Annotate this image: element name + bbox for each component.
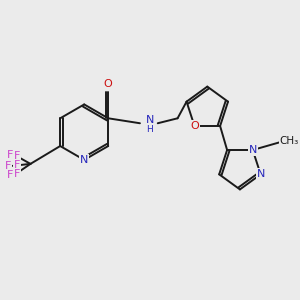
Text: CH₃: CH₃ xyxy=(280,136,299,146)
Text: F: F xyxy=(7,150,13,160)
Text: O: O xyxy=(190,121,199,131)
Text: F: F xyxy=(7,170,13,180)
Text: N: N xyxy=(256,169,265,179)
Text: H: H xyxy=(146,125,153,134)
Text: O: O xyxy=(104,79,112,88)
Text: F: F xyxy=(14,151,20,161)
Text: N: N xyxy=(80,155,88,165)
Text: F: F xyxy=(14,160,20,170)
Text: F: F xyxy=(14,169,20,179)
Text: N: N xyxy=(248,145,257,155)
Text: N: N xyxy=(146,115,154,125)
Text: F: F xyxy=(4,161,11,171)
